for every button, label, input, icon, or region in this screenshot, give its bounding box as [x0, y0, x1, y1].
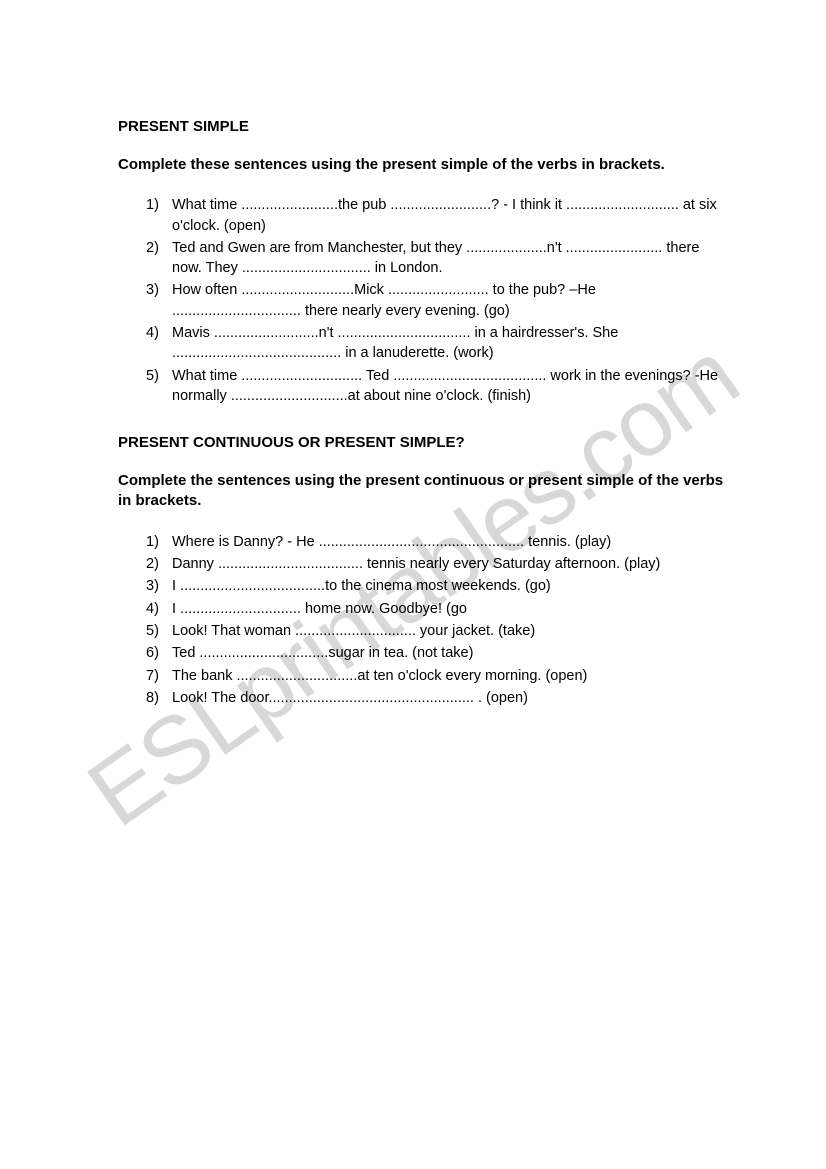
- item-number: 1): [146, 532, 172, 552]
- list-item: 2) Danny ...............................…: [146, 554, 726, 574]
- item-number: 2): [146, 238, 172, 279]
- list-item: 4) Mavis ..........................n't .…: [146, 323, 726, 364]
- item-number: 8): [146, 688, 172, 708]
- page-content: PRESENT SIMPLE Complete these sentences …: [0, 0, 826, 708]
- item-number: 2): [146, 554, 172, 574]
- list-item: 7) The bank ............................…: [146, 666, 726, 686]
- list-item: 1) Where is Danny? - He ................…: [146, 532, 726, 552]
- item-number: 5): [146, 621, 172, 641]
- item-number: 3): [146, 576, 172, 596]
- item-number: 3): [146, 280, 172, 321]
- list-item: 5) What time ...........................…: [146, 366, 726, 407]
- item-text: I ....................................to…: [172, 576, 726, 596]
- list-item: 6) Ted ................................s…: [146, 643, 726, 663]
- section2-list: 1) Where is Danny? - He ................…: [146, 532, 726, 708]
- item-text: How often ............................Mi…: [172, 280, 726, 321]
- item-text: Mavis ..........................n't ....…: [172, 323, 726, 364]
- list-item: 2) Ted and Gwen are from Manchester, but…: [146, 238, 726, 279]
- list-item: 4) I .............................. home…: [146, 599, 726, 619]
- item-text: Look! The door..........................…: [172, 688, 726, 708]
- list-item: 3) How often ...........................…: [146, 280, 726, 321]
- item-text: What time ........................the pu…: [172, 195, 726, 236]
- item-text: What time ..............................…: [172, 366, 726, 407]
- item-text: Ted ................................suga…: [172, 643, 726, 663]
- section2-title: PRESENT CONTINUOUS OR PRESENT SIMPLE?: [118, 434, 726, 451]
- item-number: 1): [146, 195, 172, 236]
- item-number: 6): [146, 643, 172, 663]
- item-number: 7): [146, 666, 172, 686]
- section1-instruction: Complete these sentences using the prese…: [118, 155, 726, 175]
- list-item: 1) What time ........................the…: [146, 195, 726, 236]
- item-text: Ted and Gwen are from Manchester, but th…: [172, 238, 726, 279]
- item-number: 5): [146, 366, 172, 407]
- section2-instruction: Complete the sentences using the present…: [118, 471, 726, 512]
- section1-title: PRESENT SIMPLE: [118, 118, 726, 135]
- item-number: 4): [146, 323, 172, 364]
- item-number: 4): [146, 599, 172, 619]
- item-text: Danny ..................................…: [172, 554, 726, 574]
- list-item: 5) Look! That woman ....................…: [146, 621, 726, 641]
- list-item: 8) Look! The door.......................…: [146, 688, 726, 708]
- item-text: Where is Danny? - He ...................…: [172, 532, 726, 552]
- item-text: Look! That woman .......................…: [172, 621, 726, 641]
- item-text: The bank ..............................a…: [172, 666, 726, 686]
- item-text: I .............................. home no…: [172, 599, 726, 619]
- list-item: 3) I ...................................…: [146, 576, 726, 596]
- section1-list: 1) What time ........................the…: [146, 195, 726, 406]
